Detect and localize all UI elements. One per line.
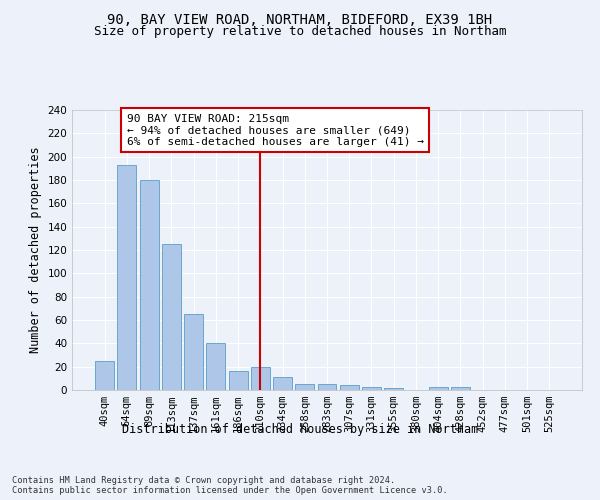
Bar (295, 384, 314, 390)
Bar (273, 377, 292, 390)
Bar (95, 361, 114, 390)
Bar (140, 180, 158, 390)
Bar (162, 244, 181, 390)
Bar (317, 384, 337, 390)
Text: 90, BAY VIEW ROAD, NORTHAM, BIDEFORD, EX39 1BH: 90, BAY VIEW ROAD, NORTHAM, BIDEFORD, EX… (107, 12, 493, 26)
Bar (340, 386, 359, 390)
Y-axis label: Number of detached properties: Number of detached properties (29, 146, 42, 354)
Bar (384, 388, 403, 390)
Text: 90 BAY VIEW ROAD: 215sqm
← 94% of detached houses are smaller (649)
6% of semi-d: 90 BAY VIEW ROAD: 215sqm ← 94% of detach… (127, 114, 424, 146)
Text: Distribution of detached houses by size in Northam: Distribution of detached houses by size … (122, 422, 478, 436)
Bar (229, 372, 248, 390)
Bar (184, 314, 203, 390)
Bar (429, 386, 448, 390)
Text: Contains HM Land Registry data © Crown copyright and database right 2024.
Contai: Contains HM Land Registry data © Crown c… (12, 476, 448, 495)
Bar (118, 165, 136, 390)
Bar (362, 386, 381, 390)
Bar (451, 386, 470, 390)
Bar (206, 344, 225, 390)
Text: Size of property relative to detached houses in Northam: Size of property relative to detached ho… (94, 25, 506, 38)
Bar (251, 366, 270, 390)
